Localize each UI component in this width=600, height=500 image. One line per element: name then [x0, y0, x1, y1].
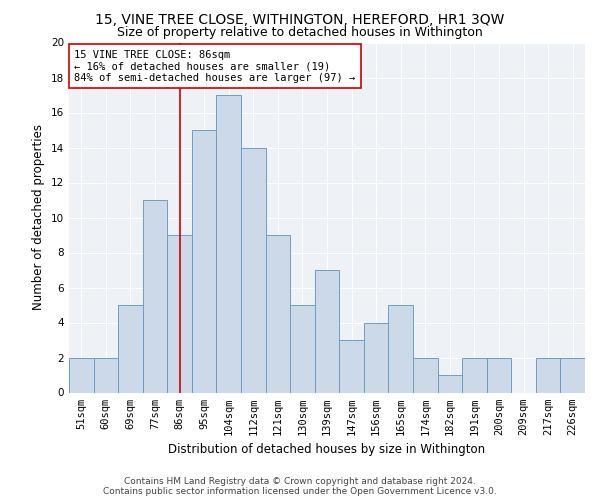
Text: 15, VINE TREE CLOSE, WITHINGTON, HEREFORD, HR1 3QW: 15, VINE TREE CLOSE, WITHINGTON, HEREFOR…	[95, 12, 505, 26]
Bar	[217, 95, 241, 392]
Bar	[462, 358, 487, 392]
X-axis label: Distribution of detached houses by size in Withington: Distribution of detached houses by size …	[169, 443, 485, 456]
Bar	[241, 148, 266, 392]
Y-axis label: Number of detached properties: Number of detached properties	[32, 124, 46, 310]
Bar	[388, 305, 413, 392]
Bar	[364, 322, 388, 392]
Bar	[560, 358, 585, 392]
Bar	[487, 358, 511, 392]
Bar	[266, 235, 290, 392]
Bar	[94, 358, 118, 392]
Text: Contains HM Land Registry data © Crown copyright and database right 2024.
Contai: Contains HM Land Registry data © Crown c…	[103, 476, 497, 496]
Text: 15 VINE TREE CLOSE: 86sqm
← 16% of detached houses are smaller (19)
84% of semi-: 15 VINE TREE CLOSE: 86sqm ← 16% of detac…	[74, 50, 355, 82]
Bar	[536, 358, 560, 392]
Bar	[118, 305, 143, 392]
Bar	[339, 340, 364, 392]
Text: Size of property relative to detached houses in Withington: Size of property relative to detached ho…	[117, 26, 483, 39]
Bar	[290, 305, 315, 392]
Bar	[143, 200, 167, 392]
Bar	[192, 130, 217, 392]
Bar	[315, 270, 339, 392]
Bar	[69, 358, 94, 392]
Bar	[437, 375, 462, 392]
Bar	[167, 235, 192, 392]
Bar	[413, 358, 437, 392]
